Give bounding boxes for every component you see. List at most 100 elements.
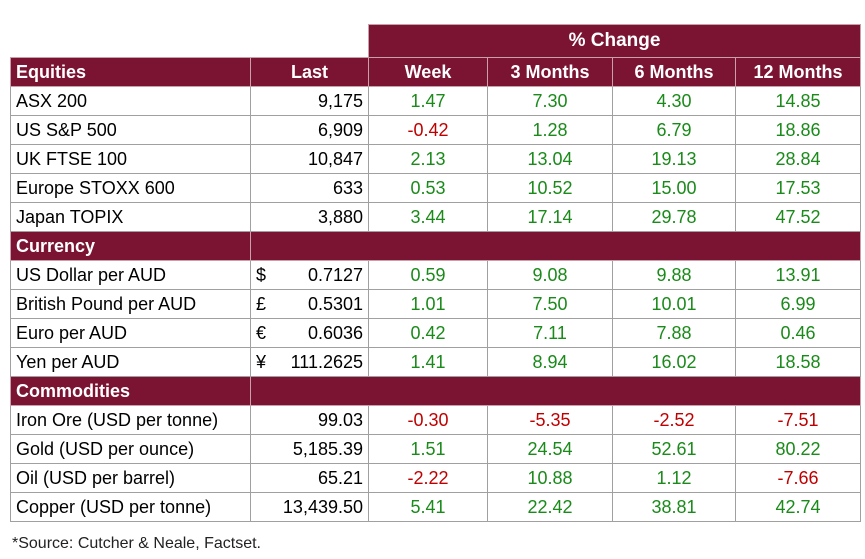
last-cell: 5,185.39 — [250, 434, 369, 464]
change-cell: 17.14 — [487, 202, 613, 232]
header-row: % Change — [11, 24, 861, 58]
change-cell: 1.01 — [368, 289, 488, 319]
row-label: Euro per AUD — [10, 318, 251, 348]
currency-value: $0.7127 — [256, 265, 363, 286]
rate-value: 0.6036 — [307, 322, 363, 343]
change-cell: 13.04 — [487, 144, 613, 174]
change-cell: -0.42 — [368, 115, 488, 145]
data-row: Euro per AUD €0.6036 0.42 7.11 7.88 0.46 — [10, 318, 861, 348]
change-cell: 42.74 — [735, 492, 861, 522]
data-row: Copper (USD per tonne) 13,439.50 5.41 22.42… — [10, 492, 861, 522]
section-row: Commodities — [10, 376, 861, 406]
market-table: % Change Equities Last Week 3 Months 6 Months… — [10, 24, 861, 522]
change-cell: 7.30 — [487, 86, 613, 116]
change-cell: 24.54 — [487, 434, 613, 464]
column-header: Equities — [10, 57, 251, 87]
last-cell: 6,909 — [250, 115, 369, 145]
change-cell: 2.13 — [368, 144, 488, 174]
column-header: 12 Months — [735, 57, 861, 87]
footnote: *Source: Cutcher & Neale, Factset. — [12, 535, 261, 552]
column-header: 3 Months — [487, 57, 613, 87]
last-cell: 9,175 — [250, 86, 369, 116]
change-cell: 1.28 — [487, 115, 613, 145]
change-cell: 47.52 — [735, 202, 861, 232]
change-cell: -7.51 — [735, 405, 861, 435]
column-header: Week — [368, 57, 488, 87]
currency-value: ¥111.2625 — [256, 352, 363, 373]
currency-symbol: € — [256, 322, 267, 343]
data-row: Europe STOXX 600 633 0.53 10.52 15.00 17.53 — [10, 173, 861, 203]
change-cell: 4.30 — [612, 86, 736, 116]
change-cell: -0.30 — [368, 405, 488, 435]
change-cell: 0.42 — [368, 318, 488, 348]
change-cell: 0.53 — [368, 173, 488, 203]
currency-symbol: £ — [256, 293, 267, 314]
last-cell: 65.21 — [250, 463, 369, 493]
row-label: US Dollar per AUD — [10, 260, 251, 290]
data-row: Yen per AUD ¥111.2625 1.41 8.94 16.02 18.58 — [10, 347, 861, 377]
row-label: Yen per AUD — [10, 347, 251, 377]
data-row: US S&P 500 6,909 -0.42 1.28 6.79 18.86 — [10, 115, 861, 145]
currency-symbol: ¥ — [256, 351, 267, 372]
change-cell: 17.53 — [735, 173, 861, 203]
change-cell: 9.88 — [612, 260, 736, 290]
data-row: Gold (USD per ounce) 5,185.39 1.51 24.54 52.… — [10, 434, 861, 464]
section-row: Currency — [10, 231, 861, 261]
change-cell: 38.81 — [612, 492, 736, 522]
change-cell: 6.99 — [735, 289, 861, 319]
data-row: Japan TOPIX 3,880 3.44 17.14 29.78 47.52 — [10, 202, 861, 232]
section-fill — [250, 231, 861, 261]
last-cell: 10,847 — [250, 144, 369, 174]
rate-value: 111.2625 — [290, 351, 363, 372]
row-label: Oil (USD per barrel) — [10, 463, 251, 493]
change-cell: 1.51 — [368, 434, 488, 464]
change-cell: 52.61 — [612, 434, 736, 464]
last-cell: €0.6036 — [250, 318, 369, 348]
change-cell: 80.22 — [735, 434, 861, 464]
change-cell: 29.78 — [612, 202, 736, 232]
change-cell: 6.79 — [612, 115, 736, 145]
data-row: US Dollar per AUD $0.7127 0.59 9.08 9.88 13.9… — [10, 260, 861, 290]
last-cell: 99.03 — [250, 405, 369, 435]
column-row: Equities Last Week 3 Months 6 Months 12 Month… — [10, 57, 861, 87]
change-cell: 18.58 — [735, 347, 861, 377]
row-label: Japan TOPIX — [10, 202, 251, 232]
row-label: UK FTSE 100 — [10, 144, 251, 174]
last-cell: $0.7127 — [250, 260, 369, 290]
row-label: Iron Ore (USD per tonne) — [10, 405, 251, 435]
change-cell: 10.88 — [487, 463, 613, 493]
table: % Change Equities Last Week 3 Months 6 Months… — [10, 24, 861, 522]
row-label: ASX 200 — [10, 86, 251, 116]
change-cell: -5.35 — [487, 405, 613, 435]
change-cell: 22.42 — [487, 492, 613, 522]
row-label: Copper (USD per tonne) — [10, 492, 251, 522]
change-cell: 9.08 — [487, 260, 613, 290]
change-cell: 1.47 — [368, 86, 488, 116]
currency-symbol: $ — [256, 264, 267, 285]
last-cell: 633 — [250, 173, 369, 203]
row-label: Gold (USD per ounce) — [10, 434, 251, 464]
change-cell: 3.44 — [368, 202, 488, 232]
change-cell: 16.02 — [612, 347, 736, 377]
data-row: UK FTSE 100 10,847 2.13 13.04 19.13 28.84 — [10, 144, 861, 174]
data-row: Oil (USD per barrel) 65.21 -2.22 10.88 1.12-… — [10, 463, 861, 493]
group-header: % Change — [368, 24, 861, 58]
change-cell: 13.91 — [735, 260, 861, 290]
change-cell: 8.94 — [487, 347, 613, 377]
change-cell: 1.12 — [612, 463, 736, 493]
column-header: Last — [250, 57, 369, 87]
rate-value: 0.7127 — [307, 264, 363, 285]
change-cell: 7.88 — [612, 318, 736, 348]
column-header: 6 Months — [612, 57, 736, 87]
last-cell: ¥111.2625 — [250, 347, 369, 377]
change-cell: 28.84 — [735, 144, 861, 174]
last-cell: 13,439.50 — [250, 492, 369, 522]
currency-value: €0.6036 — [256, 323, 363, 344]
row-label: US S&P 500 — [10, 115, 251, 145]
last-cell: 3,880 — [250, 202, 369, 232]
change-cell: 7.50 — [487, 289, 613, 319]
data-row: ASX 200 9,175 1.47 7.30 4.30 14.85 — [10, 86, 861, 116]
change-cell: -7.66 — [735, 463, 861, 493]
change-cell: 0.46 — [735, 318, 861, 348]
